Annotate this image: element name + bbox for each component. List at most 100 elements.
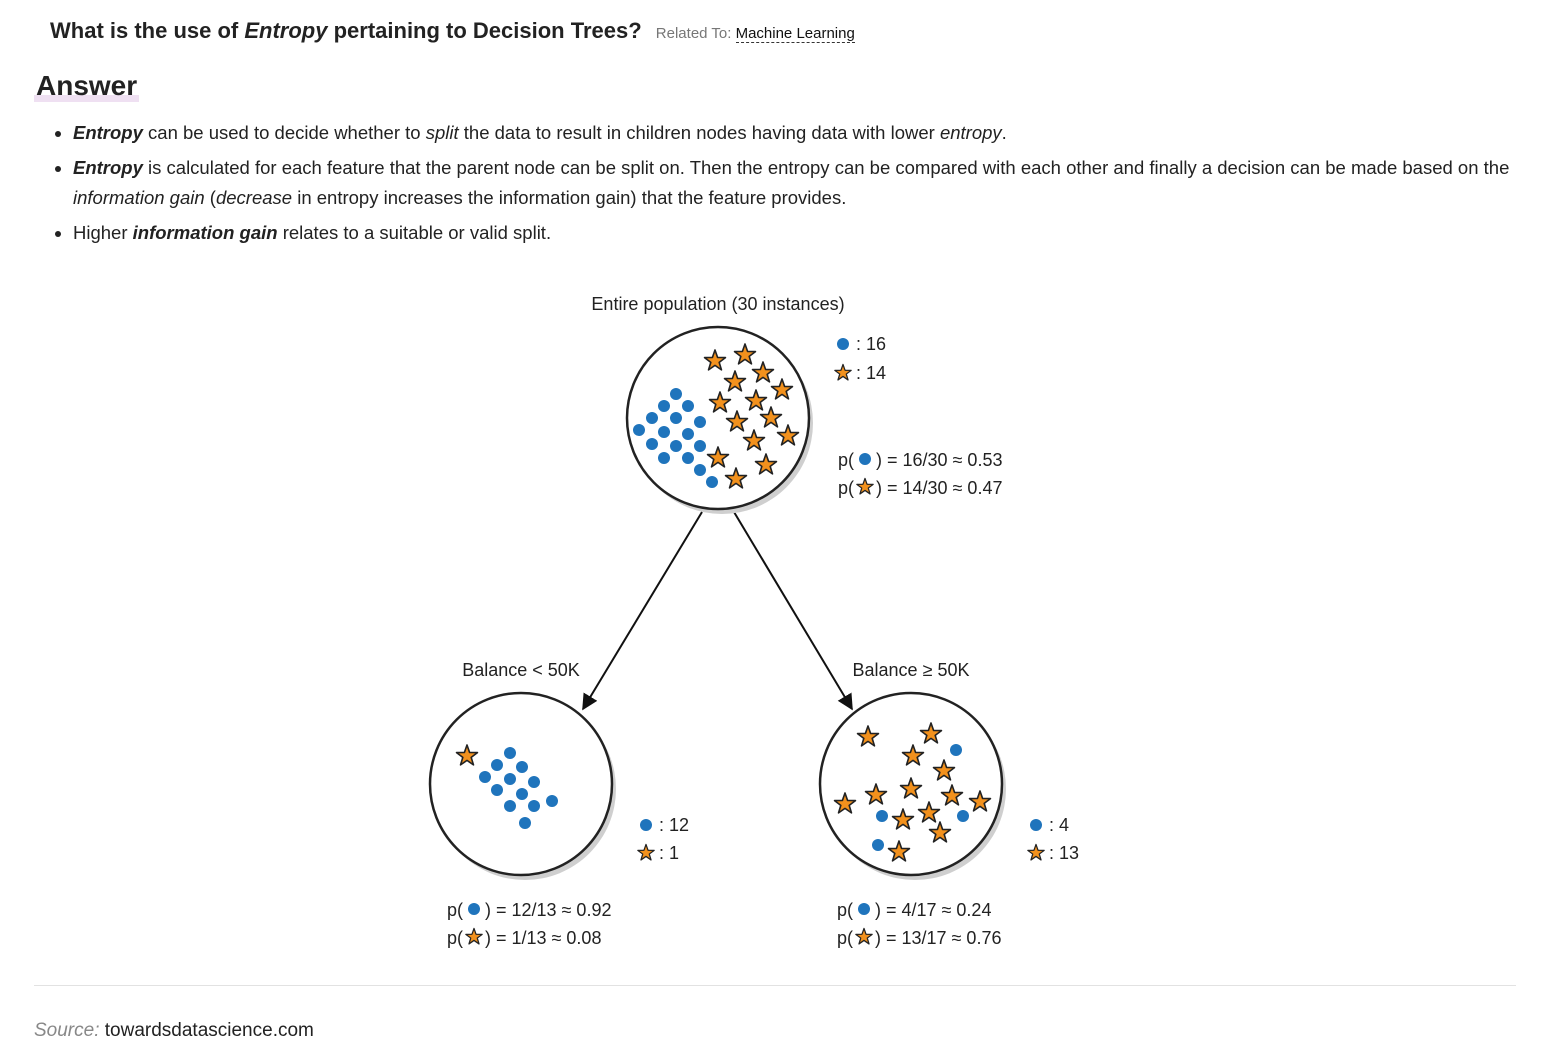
- p-prefix: p(: [837, 928, 853, 948]
- blue-dot-mark: [658, 426, 670, 438]
- blue-dot-mark: [950, 744, 962, 756]
- root-dot-count: : 16: [856, 334, 886, 354]
- related-to: Related To: Machine Learning: [655, 25, 855, 43]
- edge-right: [733, 511, 853, 711]
- blue-dot-mark: [646, 438, 658, 450]
- bullet-emphasis: split: [425, 122, 459, 143]
- blue-dot-mark: [658, 452, 670, 464]
- legend-star-icon: [637, 843, 655, 861]
- question-text-before: What is the use of: [50, 18, 245, 43]
- root-title: Entire population (30 instances): [591, 294, 844, 314]
- blue-dot-mark: [670, 388, 682, 400]
- right-p-dot: ) = 4/17 ≈ 0.24: [875, 900, 991, 920]
- blue-dot-mark: [682, 428, 694, 440]
- legend-star-icon: [834, 363, 852, 381]
- blue-dot-mark: [504, 800, 516, 812]
- root-p-dot: ) = 16/30 ≈ 0.53: [876, 450, 1002, 470]
- p-prefix: p(: [838, 450, 854, 470]
- left-star-count: : 1: [659, 843, 679, 863]
- blue-dot-mark: [504, 747, 516, 759]
- bullet-text: the data to result in children nodes hav…: [458, 122, 940, 143]
- prob-dot-icon: [859, 453, 871, 465]
- p-prefix: p(: [447, 928, 463, 948]
- blue-dot-mark: [516, 761, 528, 773]
- blue-dot-mark: [682, 400, 694, 412]
- right-star-count: : 13: [1049, 843, 1079, 863]
- prob-dot-icon: [468, 903, 480, 915]
- bullet-term: Entropy: [73, 122, 143, 143]
- answer-bullets: Entropy can be used to decide whether to…: [34, 118, 1543, 253]
- legend-dot-icon: [640, 819, 652, 831]
- bullet-text: Higher: [73, 222, 133, 243]
- p-prefix: p(: [447, 900, 463, 920]
- blue-dot-mark: [658, 400, 670, 412]
- left-node: Balance < 50K : 12 : 1 p( ) = 12/13 ≈ 0.…: [428, 660, 689, 948]
- blue-dot-mark: [546, 795, 558, 807]
- root-p-star: ) = 14/30 ≈ 0.47: [876, 478, 1002, 498]
- right-dot-count: : 4: [1049, 815, 1069, 835]
- left-title: Balance < 50K: [462, 660, 580, 680]
- source-line: Source: towardsdatascience.com: [34, 1020, 314, 1042]
- left-p-dot: ) = 12/13 ≈ 0.92: [485, 900, 611, 920]
- blue-dot-mark: [694, 464, 706, 476]
- legend-dot-icon: [1030, 819, 1042, 831]
- bullet-text: .: [1001, 122, 1007, 143]
- blue-dot-mark: [670, 412, 682, 424]
- answer-heading: Answer: [34, 70, 140, 102]
- left-dot-count: : 12: [659, 815, 689, 835]
- bullet-text: relates to a suitable or valid split.: [277, 222, 552, 243]
- blue-dot-mark: [528, 800, 540, 812]
- bullet-item: Higher information gain relates to a sui…: [73, 218, 1543, 248]
- blue-dot-mark: [491, 784, 503, 796]
- blue-dot-mark: [876, 810, 888, 822]
- left-p-star: ) = 1/13 ≈ 0.08: [485, 928, 601, 948]
- blue-dot-mark: [504, 773, 516, 785]
- blue-dot-mark: [670, 440, 682, 452]
- p-prefix: p(: [837, 900, 853, 920]
- root-marks: [633, 343, 800, 489]
- left-circle: [428, 691, 614, 877]
- prob-star-icon: [465, 927, 483, 945]
- prob-star-icon: [855, 927, 873, 945]
- blue-dot-mark: [633, 424, 645, 436]
- bullet-text: can be used to decide whether to: [142, 122, 426, 143]
- right-title: Balance ≥ 50K: [853, 660, 970, 680]
- related-topic-link[interactable]: Machine Learning: [735, 25, 855, 43]
- blue-dot-mark: [957, 810, 969, 822]
- bullet-emphasis: entropy: [939, 122, 1002, 143]
- bullet-emphasis: information gain: [73, 187, 205, 208]
- right-p-star: ) = 13/17 ≈ 0.76: [875, 928, 1001, 948]
- blue-dot-mark: [694, 440, 706, 452]
- right-marks: [833, 722, 992, 862]
- blue-dot-mark: [694, 416, 706, 428]
- bullet-text: in entropy increases the information gai…: [292, 187, 847, 208]
- legend-dot-icon: [837, 338, 849, 350]
- blue-dot-mark: [646, 412, 658, 424]
- related-label: Related To:: [655, 25, 732, 42]
- bullet-item: Entropy is calculated for each feature t…: [73, 153, 1543, 213]
- legend-star-icon: [1027, 843, 1045, 861]
- root-star-count: : 14: [856, 363, 886, 383]
- prob-dot-icon: [858, 903, 870, 915]
- p-prefix: p(: [838, 478, 854, 498]
- blue-dot-mark: [479, 771, 491, 783]
- prob-star-icon: [856, 477, 874, 495]
- question-title: What is the use of Entropy pertaining to…: [50, 18, 855, 44]
- blue-dot-mark: [528, 776, 540, 788]
- edge-left: [582, 511, 703, 711]
- bullet-text: (: [204, 187, 216, 208]
- bullet-item: Entropy can be used to decide whether to…: [73, 118, 1543, 148]
- blue-dot-mark: [706, 476, 718, 488]
- blue-dot-mark: [872, 839, 884, 851]
- question-text-after: pertaining to Decision Trees?: [327, 18, 642, 43]
- bullet-term: information gain: [132, 222, 278, 243]
- right-node: Balance ≥ 50K : 4 : 13 p( ) = 4/17 ≈ 0.2…: [818, 660, 1079, 948]
- root-node: Entire population (30 instances) : 16 : …: [591, 294, 1002, 514]
- bullet-text: is calculated for each feature that the …: [142, 157, 1510, 178]
- bullet-emphasis: decrease: [215, 187, 293, 208]
- blue-dot-mark: [516, 788, 528, 800]
- question-emphasis: Entropy: [244, 18, 328, 43]
- blue-dot-mark: [491, 759, 503, 771]
- bullet-term: Entropy: [73, 157, 143, 178]
